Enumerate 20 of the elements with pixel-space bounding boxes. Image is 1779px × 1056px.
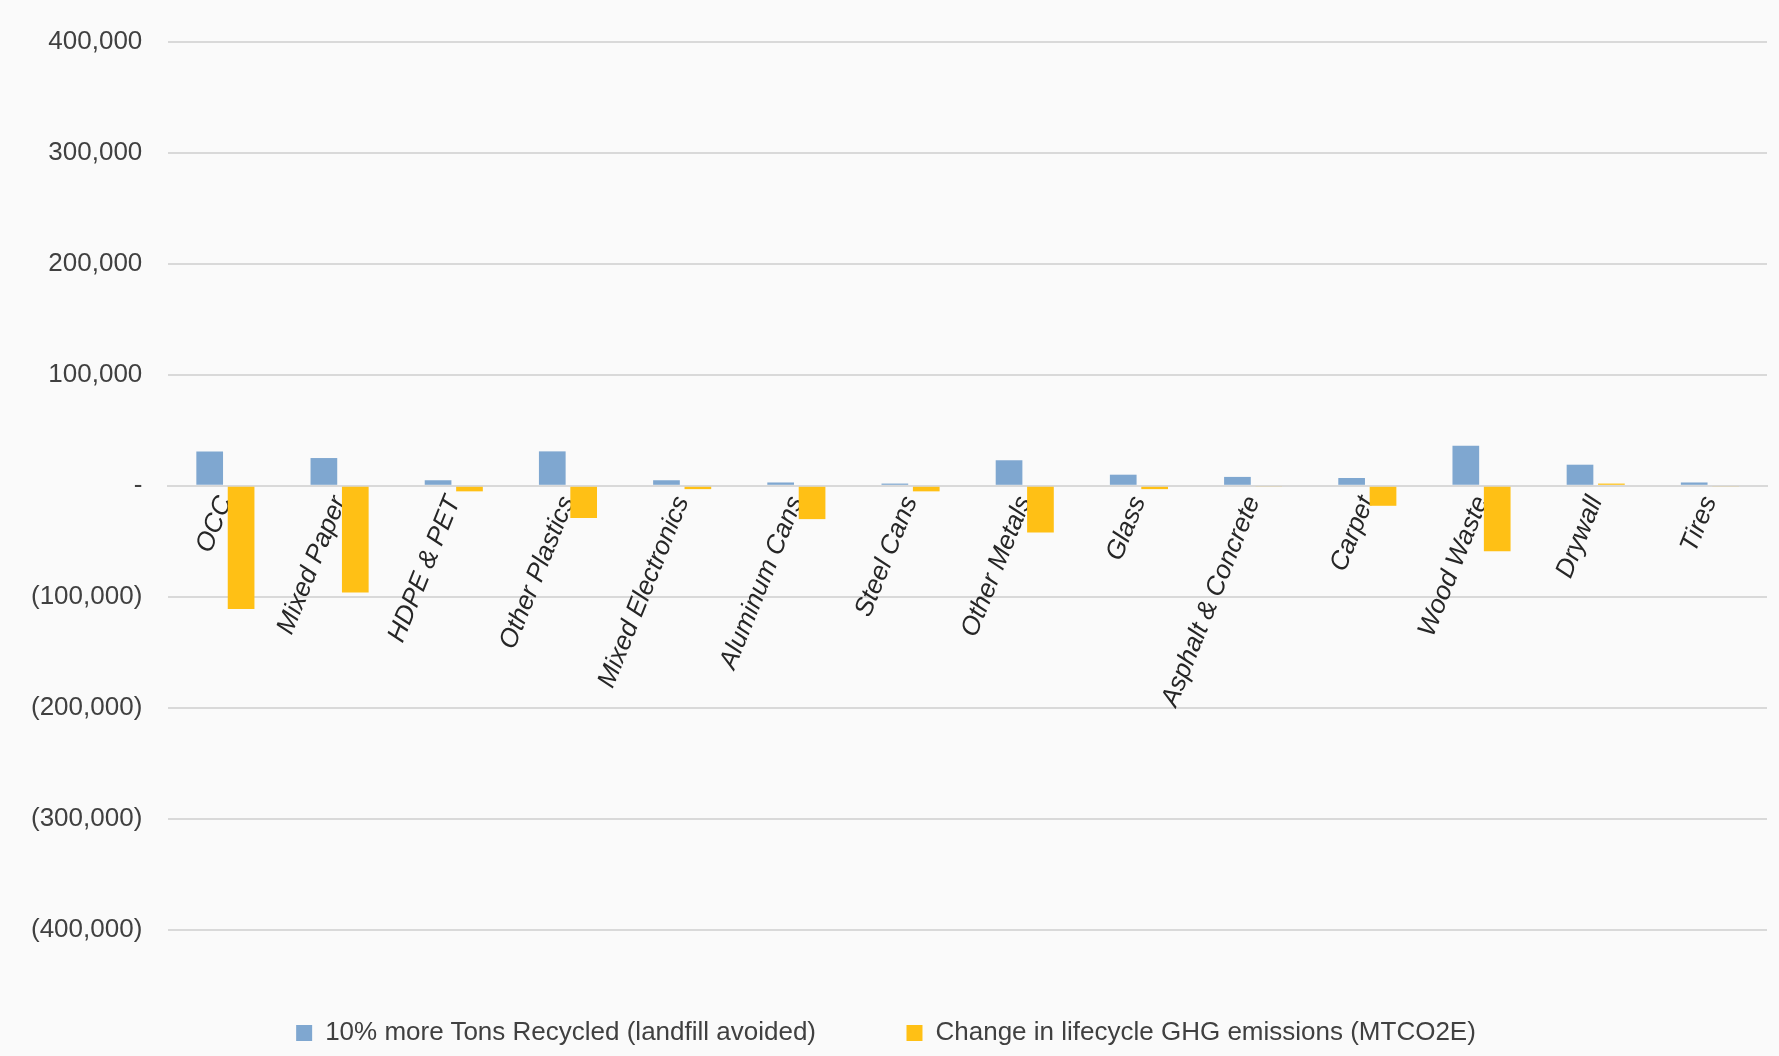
y-tick-label: -: [133, 468, 143, 499]
y-tick-label: (400,000): [30, 913, 143, 944]
x-tick-label: Other Metals: [953, 491, 1038, 641]
legend-label: Change in lifecycle GHG emissions (MTCO2E): [935, 1016, 1476, 1047]
y-tick-label: 300,000: [48, 135, 143, 166]
y-tick-label: (100,000): [30, 580, 143, 611]
y-tick-label: 200,000: [48, 246, 143, 277]
y-tick-label: 100,000: [48, 357, 143, 388]
x-tick-label: Wood Waste: [1410, 491, 1494, 641]
x-tick-label: Mixed Paper: [269, 490, 353, 638]
x-tick-label: Steel Cans: [847, 491, 923, 621]
y-tick-label: (300,000): [30, 802, 143, 833]
y-tick-label: (200,000): [30, 691, 143, 722]
x-tick-label: Tires: [1672, 491, 1723, 556]
x-tick-label: Carpet: [1322, 489, 1381, 575]
y-tick-label: 400,000: [48, 24, 143, 55]
legend-label: 10% more Tons Recycled (landfill avoided): [325, 1016, 817, 1047]
x-tick-label: HDPE & PET: [380, 489, 467, 646]
x-tick-label: OCC: [188, 491, 238, 557]
x-tick-label: Glass: [1098, 491, 1152, 565]
